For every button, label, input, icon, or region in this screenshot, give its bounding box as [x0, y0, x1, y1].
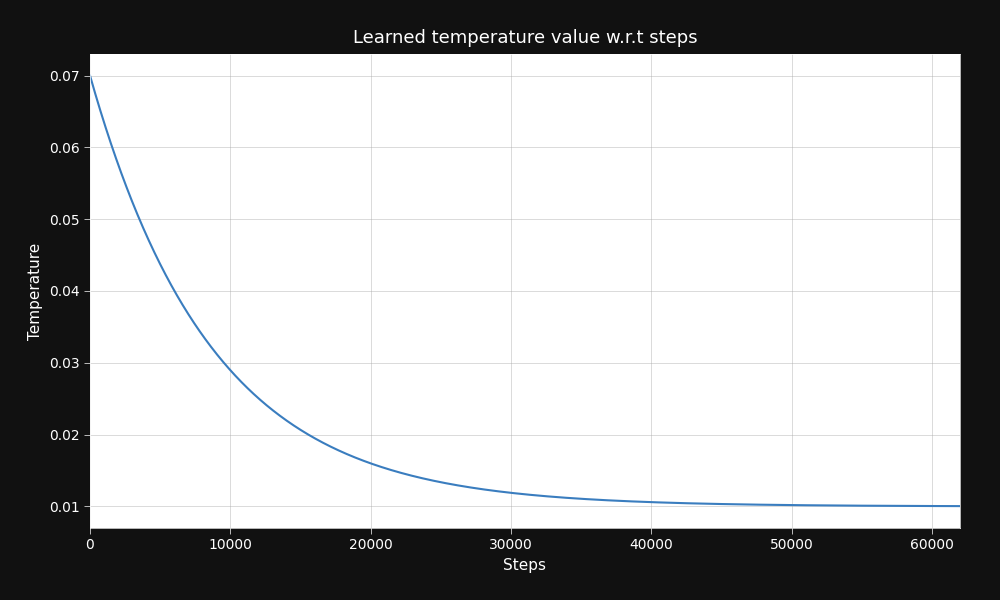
Y-axis label: Temperature: Temperature: [28, 242, 43, 340]
X-axis label: Steps: Steps: [504, 558, 546, 573]
Title: Learned temperature value w.r.t steps: Learned temperature value w.r.t steps: [353, 29, 697, 47]
